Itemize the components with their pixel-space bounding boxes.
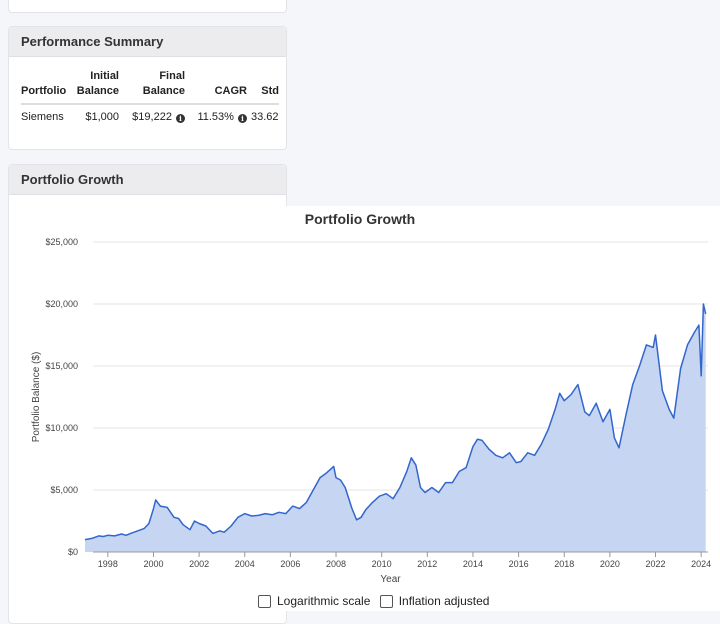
portfolio-growth-heading: Portfolio Growth [9,165,286,195]
chart-title: Portfolio Growth [304,211,416,227]
col-initial-balance: Initial Balance [76,70,119,97]
x-tick-label: 2012 [417,559,437,569]
inflation-option[interactable]: Inflation adjusted [379,594,490,608]
x-tick-label: 2000 [143,559,163,569]
portfolio-growth-chart: $0 $5,000 $10,000 $15,000 $20,000 $25,000 1998… [31,237,711,585]
cell-final-balance: $19,222 i [119,103,185,124]
y-tick-label: $25,000 [45,237,78,247]
cell-initial-balance: $1,000 [73,103,119,124]
summary-header-row: Portfolio Initial Balance Final Balance … [21,69,279,104]
log-scale-option[interactable]: Logarithmic scale [258,594,370,608]
inflation-label: Inflation adjusted [398,594,490,608]
series-area [85,304,706,552]
x-tick-label: 2006 [280,559,300,569]
performance-summary-title: Performance Summary [9,27,286,57]
y-axis-title: Portfolio Balance ($) [31,352,42,443]
x-tick-label: 2024 [691,559,711,569]
y-tick-label: $10,000 [45,423,78,433]
y-tick-label: $0 [68,547,78,557]
chart-options: Logarithmic scale Inflation adjusted [258,594,495,611]
cell-portfolio: Siemens [21,103,73,124]
summary-table: Portfolio Initial Balance Final Balance … [21,69,279,124]
x-tick-label: 2022 [645,559,665,569]
performance-summary-card: Performance Summary Portfolio Initial Ba… [8,26,287,150]
x-axis-title: Year [380,574,401,585]
log-scale-checkbox[interactable] [258,594,271,608]
col-portfolio: Portfolio [21,85,67,97]
col-cagr: CAGR [214,85,247,97]
log-scale-label: Logarithmic scale [277,594,371,608]
top-card [8,0,287,13]
info-icon[interactable]: i [238,114,247,123]
x-tick-label: 2002 [189,559,209,569]
y-tick-label: $15,000 [45,361,78,371]
col-std: Std [261,85,279,97]
cell-cagr: 11.53% i [185,103,247,124]
x-tick-label: 2016 [509,559,529,569]
x-tick-label: 2018 [554,559,574,569]
x-tick-label: 1998 [98,559,118,569]
cell-std: 33.62 [247,103,279,124]
info-icon[interactable]: i [176,114,185,123]
inflation-checkbox[interactable] [379,594,393,608]
col-final-balance: Final Balance [142,70,185,97]
x-tick-label: 2004 [235,559,255,569]
x-tick-label: 2010 [372,559,392,569]
y-tick-label: $5,000 [50,485,78,495]
x-tick-label: 2014 [463,559,483,569]
x-tick-label: 2020 [600,559,620,569]
x-tick-label: 2008 [326,559,346,569]
series-line [84,303,707,541]
table-row: Siemens $1,000 $19,222 i 11.53% i 33.62 [21,103,279,124]
y-tick-label: $20,000 [45,299,78,309]
